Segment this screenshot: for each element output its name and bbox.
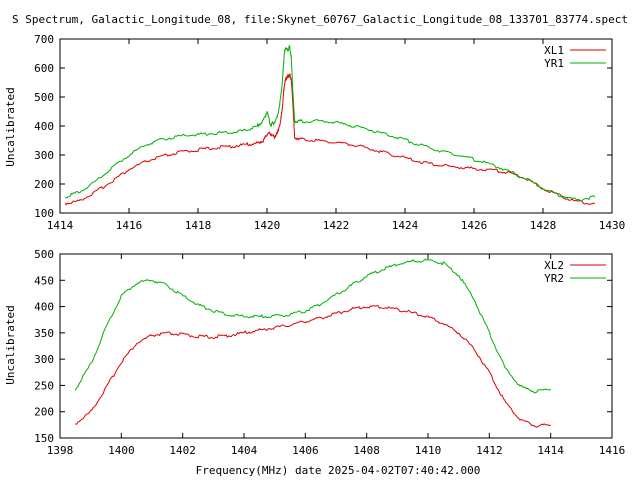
- y-tick-label: 600: [34, 62, 54, 75]
- bottom-spectrum-panel: Uncalibrated Frequency(MHz) date 2025-04…: [4, 248, 625, 477]
- y-tick-label: 700: [34, 33, 54, 46]
- y-tick-label: 350: [34, 327, 54, 340]
- x-tick-label: 1414: [537, 444, 564, 457]
- y-tick-label: 500: [34, 91, 54, 104]
- x-tick-label: 1398: [47, 444, 74, 457]
- x-tick-label: 1400: [108, 444, 135, 457]
- top-spectrum-panel: Uncalibrated 1414 1416 1418 1420 1422 1424 142…: [4, 33, 625, 232]
- x-tick-label: 1424: [392, 219, 419, 232]
- legend-label-xl2: XL2: [544, 259, 564, 272]
- series-line-xl1: [64, 72, 595, 206]
- x-tick-label: 1416: [599, 444, 626, 457]
- series-line-xl2: [75, 305, 551, 428]
- x-tick-label: 1416: [116, 219, 143, 232]
- x-tick-label: 1430: [599, 219, 626, 232]
- y-tick-label: 100: [34, 207, 54, 220]
- legend-label-yr2: YR2: [544, 272, 564, 285]
- plot-frame: [59, 38, 613, 214]
- legend-label-yr1: YR1: [544, 57, 564, 70]
- x-tick-label: 1422: [323, 219, 350, 232]
- x-tick-label: 1408: [353, 444, 380, 457]
- y-tick-label: 200: [34, 406, 54, 419]
- y-tick-label: 200: [34, 178, 54, 191]
- x-tick-label: 1418: [185, 219, 212, 232]
- legend-label-xl1: XL1: [544, 44, 564, 57]
- x-tick-label: 1406: [292, 444, 319, 457]
- x-tick-label: 1404: [231, 444, 258, 457]
- y-tick-label: 150: [34, 432, 54, 445]
- series-line-yr1: [65, 45, 596, 202]
- x-tick-label: 1402: [169, 444, 196, 457]
- figure-title: S Spectrum, Galactic_Longitude_08, file:…: [12, 13, 628, 26]
- x-tick-label: 1426: [461, 219, 488, 232]
- x-tick-label: 1412: [476, 444, 503, 457]
- x-tick-label: 1428: [530, 219, 557, 232]
- y-tick-label: 450: [34, 274, 54, 287]
- y-tick-label: 500: [34, 248, 54, 261]
- series-line-yr2: [74, 258, 552, 394]
- x-tick-label: 1420: [254, 219, 281, 232]
- y-tick-label: 250: [34, 379, 54, 392]
- bottom-ylabel: Uncalibrated: [4, 305, 17, 384]
- x-tick-label: 1414: [47, 219, 74, 232]
- top-ylabel: Uncalibrated: [4, 87, 17, 166]
- y-tick-label: 400: [34, 120, 54, 133]
- y-tick-label: 300: [34, 149, 54, 162]
- x-tick-label: 1410: [415, 444, 442, 457]
- y-tick-label: 400: [34, 301, 54, 314]
- bottom-xlabel: Frequency(MHz) date 2025-04-02T07:40:42.…: [196, 464, 481, 477]
- plot-frame: [59, 253, 613, 439]
- y-tick-label: 300: [34, 353, 54, 366]
